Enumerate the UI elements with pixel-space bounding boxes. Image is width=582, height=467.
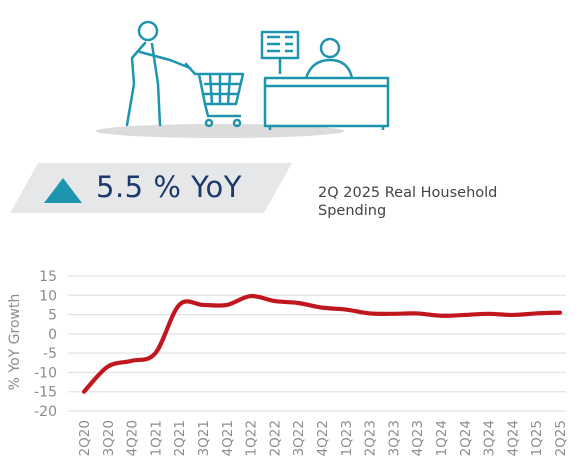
y-tick-labels: 15 10 5 0 -5 -10 -15 -20 (34, 269, 57, 420)
x-tick-label: 4Q21 (220, 420, 236, 456)
y-tick-label: -10 (34, 365, 57, 381)
series-line-real-household-spending (81, 293, 563, 394)
x-tick-label: 2Q23 (363, 420, 379, 456)
y-tick-label: 15 (39, 269, 57, 285)
x-tick-label: 3Q20 (101, 420, 117, 456)
grid-lines (68, 275, 566, 412)
shopping-illustration (96, 20, 390, 138)
x-tick-label: 3Q21 (196, 420, 212, 456)
y-tick-label: 5 (48, 308, 57, 324)
x-tick-label: 4Q24 (505, 420, 521, 456)
spending-line-chart: 15 10 5 0 -5 -10 -15 -20 2Q20 3Q20 4Q20 1Q21 2Q21 3Q… (7, 269, 569, 456)
x-tick-label: 2Q20 (77, 420, 93, 456)
y-tick-label: 10 (39, 288, 57, 304)
headline-caption: 2Q 2025 Real Household Spending (318, 185, 498, 219)
x-tick-label: 2Q25 (553, 420, 569, 456)
x-tick-label: 2Q24 (458, 420, 474, 456)
y-tick-label: -20 (34, 404, 57, 420)
x-tick-label: 1Q23 (339, 420, 355, 456)
x-tick-label: 4Q22 (315, 420, 331, 456)
x-tick-label: 2Q22 (267, 420, 283, 456)
up-arrow-icon (44, 178, 82, 203)
floor-shadow (96, 124, 344, 138)
x-tick-label: 4Q23 (410, 420, 426, 456)
x-tick-label: 2Q21 (172, 420, 188, 456)
x-tick-label: 4Q20 (125, 420, 141, 456)
x-tick-label: 3Q22 (291, 420, 307, 456)
x-tick-label: 1Q21 (148, 420, 164, 456)
y-tick-label: 0 (48, 327, 57, 343)
y-tick-label: -5 (43, 346, 57, 362)
x-tick-label: 1Q24 (434, 420, 450, 456)
x-tick-label: 1Q22 (244, 420, 260, 456)
x-tick-label: 3Q23 (386, 420, 402, 456)
y-axis-label: % YoY Growth (7, 294, 23, 391)
headline-value: 5.5 % YoY (96, 170, 242, 204)
x-tick-label: 3Q24 (482, 420, 498, 456)
x-tick-label: 1Q25 (529, 420, 545, 456)
shopper-with-cart-icon (125, 20, 245, 128)
cashier-at-register-icon (260, 30, 390, 130)
x-tick-labels: 2Q20 3Q20 4Q20 1Q21 2Q21 3Q21 4Q21 1Q22 2Q22 3Q22… (77, 420, 569, 456)
y-tick-label: -15 (34, 385, 57, 401)
